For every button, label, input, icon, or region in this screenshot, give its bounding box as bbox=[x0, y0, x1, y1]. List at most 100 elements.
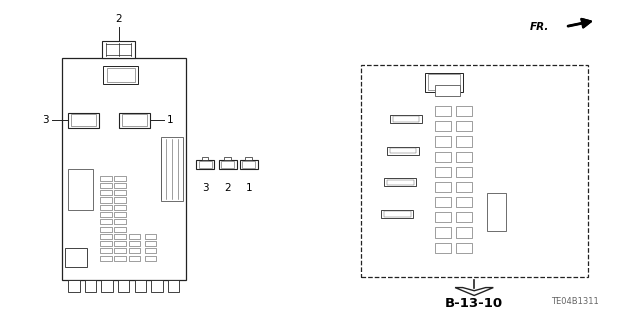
Bar bbox=[102, 41, 135, 58]
Bar bbox=[456, 227, 472, 238]
Bar bbox=[456, 137, 472, 146]
Bar bbox=[435, 152, 451, 162]
Bar bbox=[435, 137, 451, 146]
Bar bbox=[100, 176, 111, 181]
Text: B-13-10: B-13-10 bbox=[445, 297, 503, 310]
Text: 3: 3 bbox=[42, 115, 49, 125]
Text: FR.: FR. bbox=[530, 22, 549, 32]
Bar bbox=[72, 114, 96, 126]
Bar bbox=[114, 190, 125, 195]
Bar bbox=[435, 85, 460, 96]
Bar bbox=[65, 248, 88, 267]
Bar bbox=[384, 211, 410, 217]
Bar bbox=[100, 190, 111, 195]
Bar bbox=[100, 256, 111, 261]
Bar bbox=[114, 226, 125, 232]
Bar bbox=[390, 148, 417, 153]
Bar bbox=[100, 249, 111, 253]
Bar bbox=[134, 280, 146, 292]
Polygon shape bbox=[455, 287, 493, 295]
Bar bbox=[114, 183, 125, 188]
Bar bbox=[456, 243, 472, 253]
Bar bbox=[114, 176, 125, 181]
Bar bbox=[435, 182, 451, 192]
Bar bbox=[435, 167, 451, 177]
Bar bbox=[384, 178, 416, 186]
Bar bbox=[129, 234, 140, 239]
Bar bbox=[129, 241, 140, 246]
Bar bbox=[114, 212, 125, 217]
Bar bbox=[225, 157, 231, 160]
Bar bbox=[387, 180, 413, 185]
Bar bbox=[100, 197, 111, 203]
Bar bbox=[393, 116, 419, 122]
Bar bbox=[456, 121, 472, 131]
Bar bbox=[487, 193, 506, 231]
Bar bbox=[114, 249, 125, 253]
Bar bbox=[199, 161, 212, 168]
Bar bbox=[221, 161, 234, 168]
Bar bbox=[456, 152, 472, 162]
Circle shape bbox=[72, 73, 90, 82]
Bar bbox=[68, 113, 99, 128]
Bar bbox=[196, 160, 214, 169]
Bar bbox=[114, 205, 125, 210]
Bar bbox=[435, 121, 451, 131]
Bar bbox=[114, 219, 125, 224]
Bar bbox=[100, 183, 111, 188]
Bar bbox=[151, 280, 163, 292]
Text: TE04B1311: TE04B1311 bbox=[551, 297, 599, 306]
Bar bbox=[435, 227, 451, 238]
Bar bbox=[435, 106, 451, 116]
Bar bbox=[122, 114, 147, 126]
Text: 2: 2 bbox=[115, 13, 122, 24]
Bar bbox=[114, 256, 125, 261]
Bar bbox=[219, 160, 237, 169]
Bar bbox=[100, 226, 111, 232]
Bar bbox=[118, 280, 129, 292]
Bar bbox=[456, 106, 472, 116]
Bar bbox=[435, 243, 451, 253]
Bar bbox=[145, 256, 156, 261]
Bar bbox=[390, 115, 422, 123]
Bar bbox=[240, 160, 257, 169]
Bar bbox=[456, 182, 472, 192]
Bar bbox=[387, 147, 419, 155]
Bar bbox=[435, 197, 451, 207]
Bar bbox=[362, 65, 588, 277]
Bar bbox=[114, 197, 125, 203]
Text: 3: 3 bbox=[202, 183, 209, 193]
Bar bbox=[456, 212, 472, 222]
Bar bbox=[435, 212, 451, 222]
Bar bbox=[246, 157, 252, 160]
Bar bbox=[85, 280, 97, 292]
Text: 1: 1 bbox=[245, 183, 252, 193]
Bar bbox=[100, 212, 111, 217]
Polygon shape bbox=[387, 92, 511, 262]
Bar bbox=[428, 74, 460, 90]
Bar bbox=[114, 234, 125, 239]
Bar bbox=[100, 219, 111, 224]
Bar bbox=[129, 249, 140, 253]
Bar bbox=[243, 161, 255, 168]
Bar bbox=[168, 280, 179, 292]
Bar bbox=[425, 72, 463, 92]
Bar bbox=[68, 169, 93, 210]
Bar bbox=[103, 66, 138, 84]
Bar bbox=[202, 157, 209, 160]
Bar bbox=[456, 167, 472, 177]
Bar bbox=[119, 113, 150, 128]
Bar bbox=[100, 241, 111, 246]
Bar bbox=[129, 256, 140, 261]
Bar bbox=[101, 280, 113, 292]
Bar bbox=[114, 241, 125, 246]
Bar bbox=[62, 58, 186, 280]
Bar bbox=[456, 197, 472, 207]
Bar bbox=[145, 249, 156, 253]
Bar bbox=[161, 137, 183, 201]
Text: 1: 1 bbox=[167, 115, 173, 125]
Bar bbox=[68, 280, 80, 292]
Bar bbox=[106, 68, 135, 82]
Bar bbox=[100, 205, 111, 210]
Bar bbox=[381, 210, 413, 218]
